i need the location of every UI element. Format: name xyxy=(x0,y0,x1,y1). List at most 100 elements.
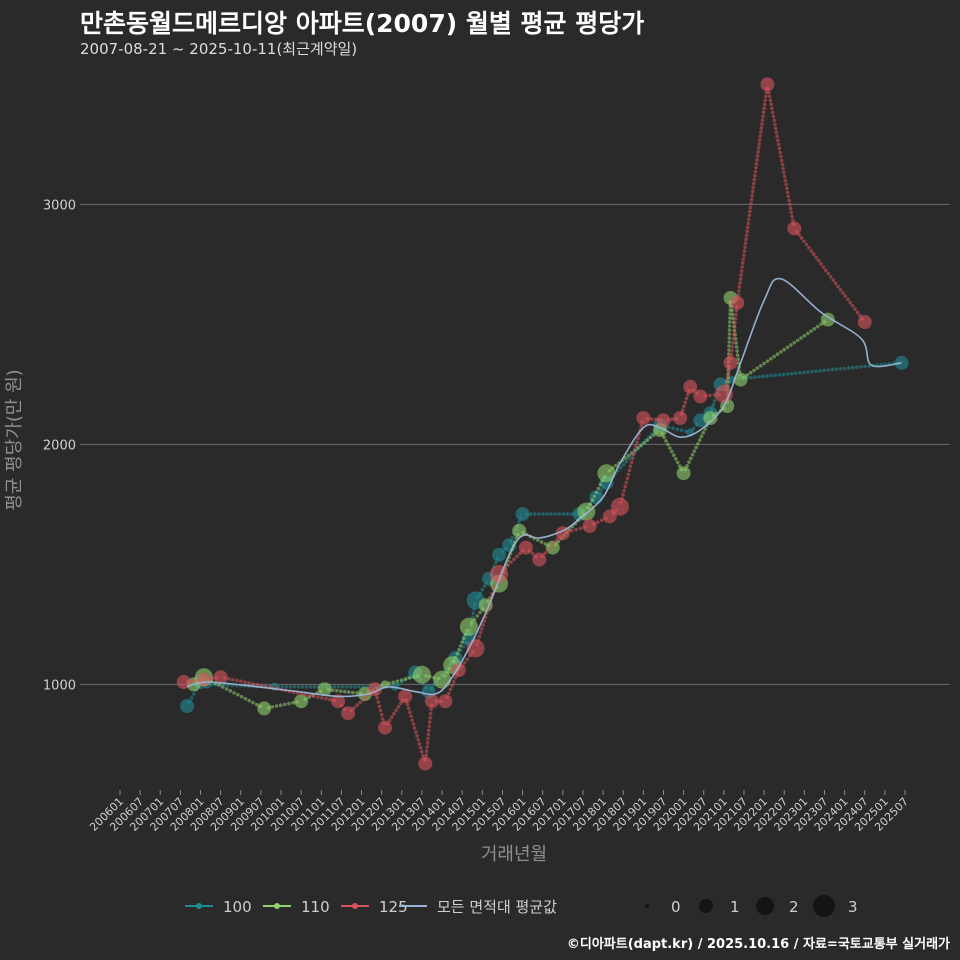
series-125-point-15 xyxy=(532,552,547,567)
series-110-interp-dot xyxy=(342,689,347,694)
series-110-interp-dot xyxy=(539,540,544,544)
series-100-interp-dot xyxy=(189,696,194,700)
series-125-interp-dot xyxy=(631,452,636,457)
series-110-interp-dot xyxy=(694,445,698,450)
series-125-interp-dot xyxy=(639,424,643,428)
series-125-point-14 xyxy=(518,540,533,555)
series-125-interp-dot xyxy=(769,102,773,107)
series-125-interp-dot xyxy=(429,707,433,712)
series-100-interp-dot xyxy=(561,512,566,516)
series-125-interp-dot xyxy=(736,293,741,297)
series-125-interp-dot xyxy=(814,255,818,260)
series-125-interp-dot xyxy=(392,711,396,716)
series-125-interp-dot xyxy=(755,154,760,158)
series-110-interp-dot xyxy=(735,353,740,357)
series-110-interp-dot xyxy=(758,363,763,368)
legend: 100 110 125 모든 면적대 평균값 0 1 2 3 xyxy=(185,895,858,917)
series-110-interp-dot xyxy=(228,689,233,693)
series-110-interp-dot xyxy=(809,329,813,333)
series-110-interp-dot xyxy=(734,341,738,345)
size-legend-label-1: 1 xyxy=(730,898,740,916)
series-110-interp-dot xyxy=(727,332,732,336)
series-110-interp-dot xyxy=(590,498,595,502)
series-100-interp-dot xyxy=(846,366,851,370)
series-110-interp-dot xyxy=(338,689,343,693)
series-125-interp-dot xyxy=(752,177,757,182)
series-125-interp-dot xyxy=(478,630,483,635)
series-110-interp-dot xyxy=(355,691,359,695)
series-125-interp-dot xyxy=(624,480,629,485)
series-125-interp-dot xyxy=(780,162,785,167)
series-100-interp-dot xyxy=(765,374,770,378)
series-125-interp-dot xyxy=(776,142,781,147)
series-125-point-29 xyxy=(787,221,802,236)
series-110-interp-dot xyxy=(403,677,408,681)
series-125-interp-dot xyxy=(786,194,791,199)
series-100-interp-dot xyxy=(818,369,822,373)
series-100-interp-dot xyxy=(814,369,818,374)
series-125-interp-dot xyxy=(627,468,632,473)
series-125-interp-dot xyxy=(398,701,403,706)
series-125-interp-dot xyxy=(745,229,749,234)
series-100-interp-dot xyxy=(867,364,871,368)
series-125-interp-dot xyxy=(732,325,737,329)
series-125-interp-dot xyxy=(824,268,828,273)
series-100-interp-dot xyxy=(557,512,562,516)
series-110-interp-dot xyxy=(727,344,731,348)
series-110-interp-dot xyxy=(236,692,240,697)
series-125-interp-dot xyxy=(746,217,751,222)
series-110-interp-dot xyxy=(675,460,680,465)
series-125-point-19 xyxy=(610,497,629,516)
series-125-interp-dot xyxy=(799,236,804,240)
series-125-interp-dot xyxy=(785,190,790,195)
series-110-interp-dot xyxy=(407,676,412,680)
series-110-interp-dot xyxy=(270,705,275,709)
series-100-interp-dot xyxy=(842,366,847,371)
series-110-interp-dot xyxy=(727,336,732,340)
series-100-interp-dot xyxy=(761,374,765,379)
x-axis-label: 거래년월 xyxy=(481,844,547,865)
series-110-interp-dot xyxy=(727,348,731,352)
series-110-interp-dot xyxy=(670,449,674,454)
series-125-interp-dot xyxy=(767,90,771,95)
series-110-interp-dot xyxy=(769,357,773,361)
series-125-interp-dot xyxy=(762,106,766,111)
series-100-interp-dot xyxy=(666,425,671,430)
series-125-interp-dot xyxy=(396,705,401,709)
series-125-interp-dot xyxy=(683,400,688,405)
series-100-interp-dot xyxy=(304,685,309,689)
series-110-interp-dot xyxy=(728,320,732,324)
series-125-interp-dot xyxy=(781,166,785,171)
series-125-interp-dot xyxy=(733,321,737,325)
y-tick-3000: 3000 xyxy=(43,198,76,213)
series-110-interp-dot xyxy=(690,453,695,457)
series-110-interp-dot xyxy=(639,443,643,448)
series-125-interp-dot xyxy=(685,392,690,397)
series-100-interp-dot xyxy=(777,373,782,377)
series-125-interp-dot xyxy=(841,291,845,295)
legend-label-3: 모든 면적대 평균값 xyxy=(437,898,557,916)
series-125-interp-dot xyxy=(850,304,855,308)
series-125-point-9 xyxy=(424,694,439,709)
series-125-interp-dot xyxy=(530,551,535,556)
series-125-interp-dot xyxy=(725,374,730,378)
series-125-interp-dot xyxy=(623,484,627,489)
series-125-interp-dot xyxy=(680,408,685,413)
series-125-interp-dot xyxy=(235,678,239,683)
series-125-interp-dot xyxy=(311,694,316,699)
series-125-interp-dot xyxy=(737,289,741,293)
series-125-point-20 xyxy=(636,411,651,425)
series-125-interp-dot xyxy=(828,275,833,279)
size-legend-circle-1 xyxy=(699,899,713,913)
series-125-interp-dot xyxy=(509,560,513,565)
series-110-point-3 xyxy=(294,694,309,709)
series-125-interp-dot xyxy=(622,488,626,493)
series-125-interp-dot xyxy=(629,460,634,465)
series-100-point-0 xyxy=(180,699,195,713)
series-125-interp-dot xyxy=(405,702,410,707)
series-125-interp-dot xyxy=(760,118,765,122)
series-125-interp-dot xyxy=(574,527,579,532)
series-110-interp-dot xyxy=(673,457,678,461)
series-110-interp-dot xyxy=(598,482,603,487)
series-125-interp-dot xyxy=(732,329,736,333)
